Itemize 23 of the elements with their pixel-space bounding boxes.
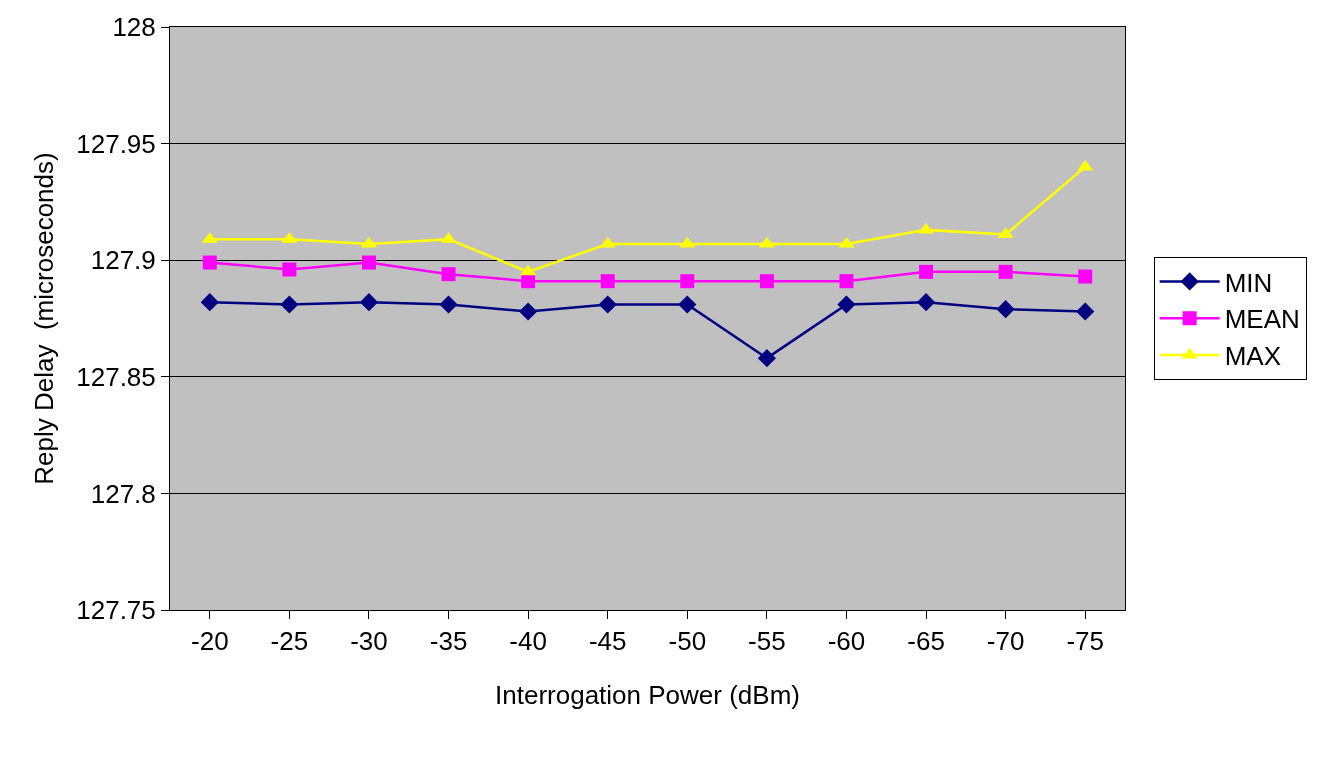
x-tick-label: -60 [827, 626, 866, 657]
x-tick-label: -65 [907, 626, 945, 657]
legend-label: MIN [1224, 267, 1273, 298]
x-tick-label: -30 [350, 626, 388, 657]
y-axis-title: Reply Delay (microseconds) [28, 152, 59, 485]
y-tick-label: 127.95 [76, 128, 156, 159]
x-tick-label: -45 [588, 626, 627, 657]
y-tick-label: 127.8 [90, 478, 156, 509]
x-tick-label: -20 [191, 626, 229, 657]
y-tick-label: 127.75 [76, 595, 156, 626]
x-tick-label: -25 [270, 626, 309, 657]
x-tick-label: -70 [986, 626, 1025, 657]
x-tick-label: -50 [668, 626, 707, 657]
x-tick-label: -55 [748, 626, 786, 657]
x-tick-label: -75 [1066, 626, 1104, 657]
legend-label: MAX [1224, 341, 1281, 372]
y-tick-label: 127.9 [90, 245, 156, 276]
y-tick-label: 127.85 [76, 361, 156, 392]
y-tick-label: 128 [112, 12, 156, 43]
x-tick-label: -35 [429, 626, 468, 657]
x-axis-title: Interrogation Power (dBm) [495, 679, 800, 710]
x-tick-label: -40 [509, 626, 547, 657]
legend-label: MEAN [1224, 304, 1300, 335]
